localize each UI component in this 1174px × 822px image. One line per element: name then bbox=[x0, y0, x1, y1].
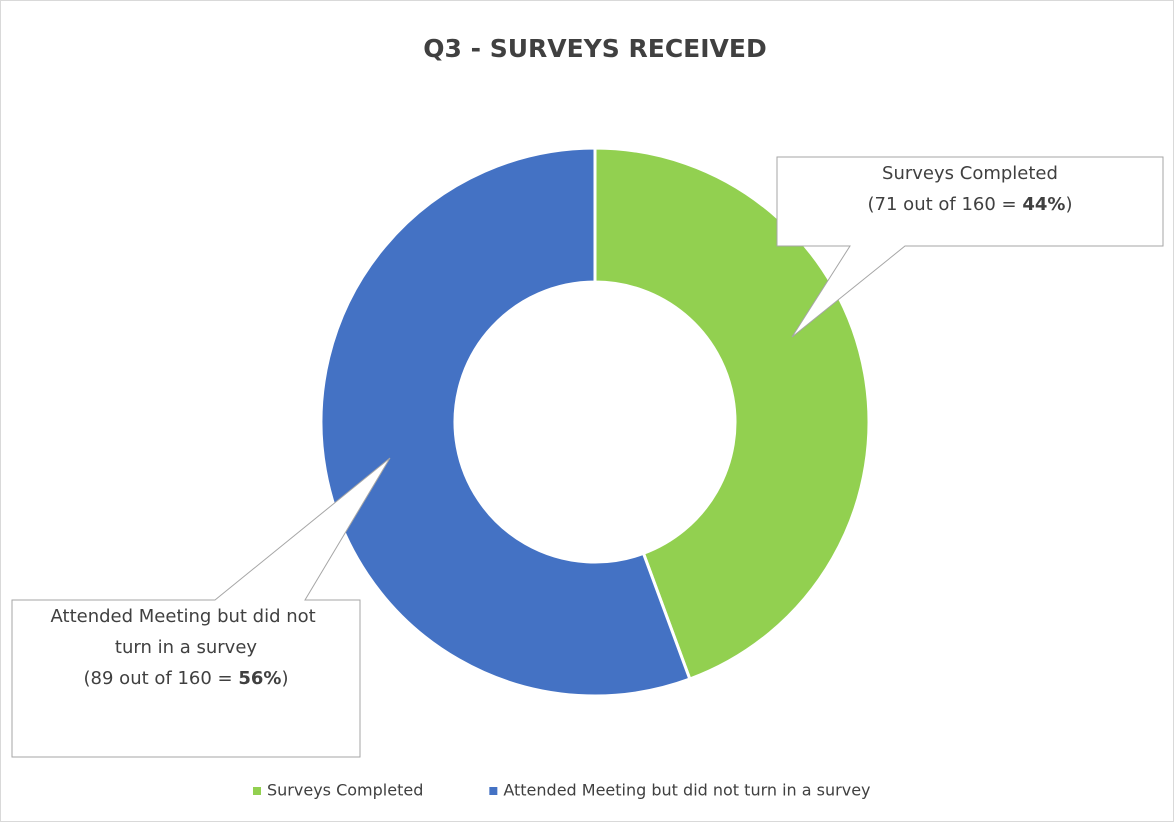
chart-title: Q3 - SURVEYS RECEIVED bbox=[423, 34, 766, 63]
donut-slice bbox=[319, 146, 692, 698]
callout bbox=[11, 457, 391, 758]
legend-swatch bbox=[253, 787, 261, 795]
callout bbox=[776, 156, 1164, 338]
legend-text: Surveys Completed bbox=[267, 781, 423, 800]
data-label-value: (71 out of 160 = 44%) bbox=[868, 194, 1073, 215]
data-label-value: (89 out of 160 = 56%) bbox=[84, 668, 289, 689]
donut bbox=[319, 146, 871, 698]
legend-swatch bbox=[489, 787, 498, 795]
legend-text: Attended Meeting but did not turn in a s… bbox=[503, 781, 870, 800]
data-label-name: Surveys Completed bbox=[882, 163, 1058, 184]
data-label-name: Attended Meeting but did not turn in a s… bbox=[51, 606, 322, 658]
